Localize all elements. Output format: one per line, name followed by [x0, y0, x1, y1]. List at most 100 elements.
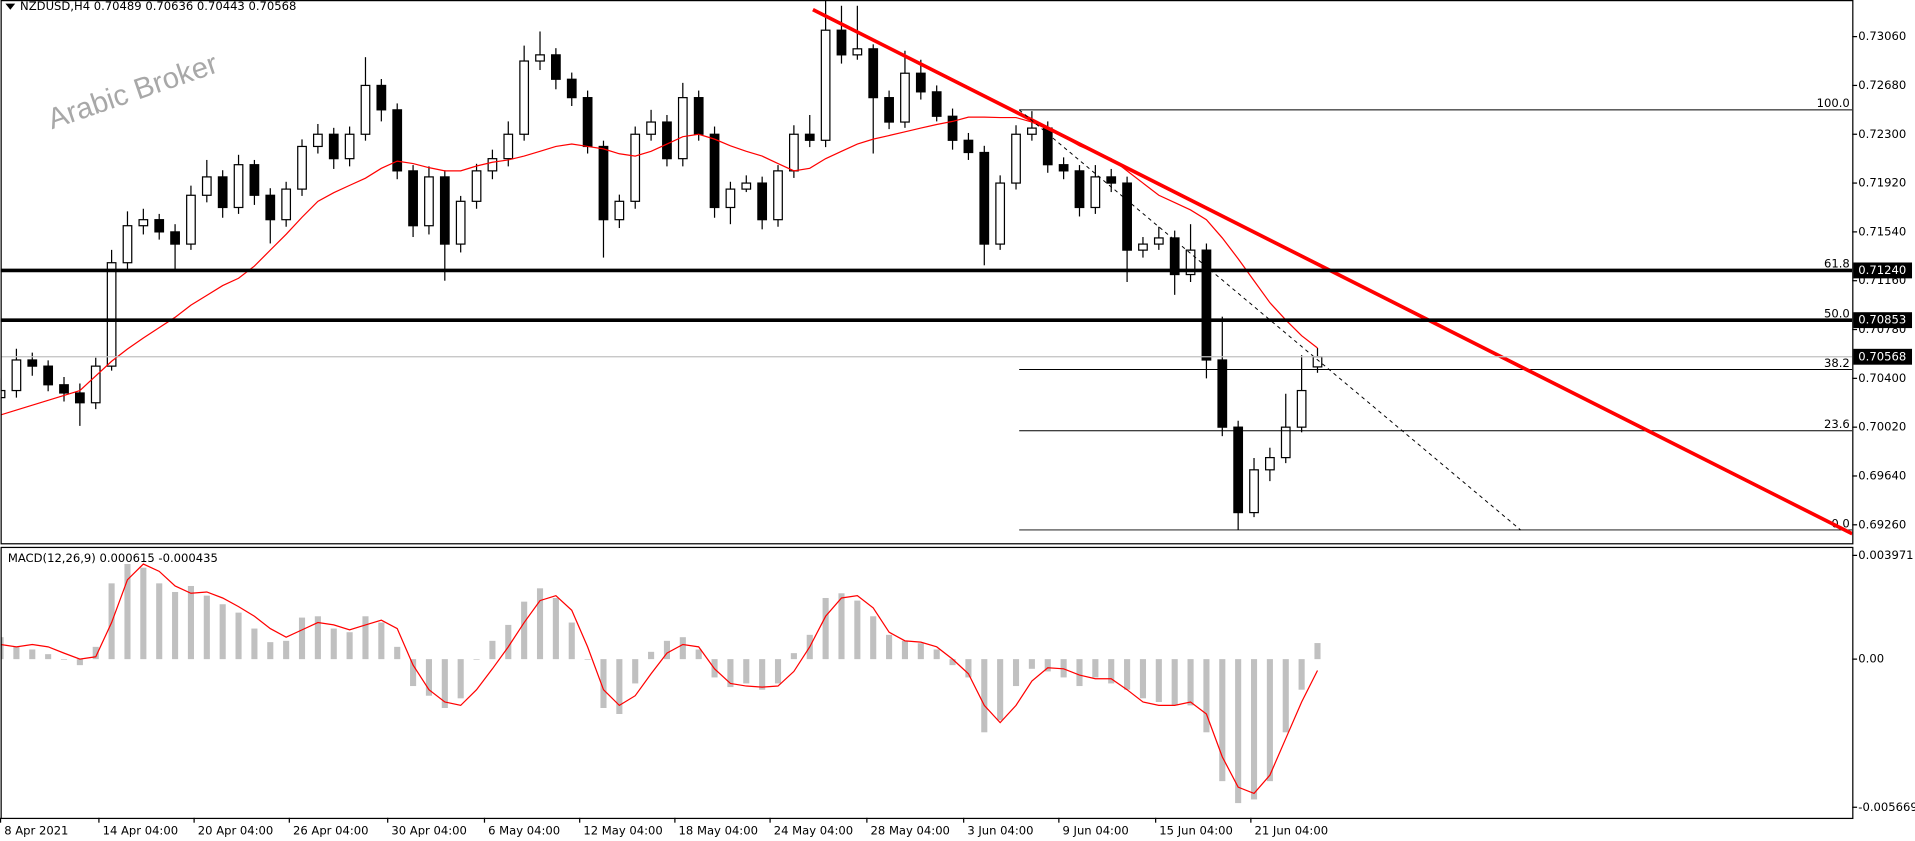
candle-body [297, 145, 307, 190]
y-tick-label: 0.72300 [1858, 127, 1906, 141]
candle-body [1153, 237, 1164, 245]
macd-bar [774, 659, 782, 684]
macd-bar [1108, 659, 1115, 684]
candle-body [487, 158, 498, 172]
candle-body [1090, 176, 1101, 209]
macd-bar [140, 567, 147, 660]
macd-bar [203, 595, 210, 660]
y-tick-label: 0.69260 [1858, 517, 1906, 531]
candle-body [328, 133, 339, 160]
macd-bar [822, 597, 829, 660]
hline-label: 0.71240 [1858, 263, 1906, 277]
candle-body [1185, 249, 1196, 276]
macd-bar [29, 649, 36, 660]
macd-bar [521, 601, 528, 660]
y-tick-label: 0.72680 [1858, 78, 1906, 92]
macd-bar [743, 659, 750, 684]
candle-body [217, 176, 228, 209]
candle-body [1138, 243, 1148, 251]
candle-body [519, 60, 530, 135]
candle-body [1233, 426, 1244, 514]
fib-label: 23.6 [1824, 417, 1850, 431]
macd-bar [616, 659, 623, 715]
macd-bar [1124, 659, 1131, 690]
x-tick-label: 9 Jun 04:00 [1063, 824, 1129, 838]
macd-bar [679, 637, 686, 660]
x-tick-label: 15 Jun 04:00 [1159, 824, 1233, 838]
macd-bar [267, 642, 274, 660]
y-tick-label: 0.73060 [1858, 29, 1906, 43]
macd-bar [13, 646, 20, 660]
candle-body [804, 133, 815, 141]
macd-bar [997, 659, 1004, 721]
candle-body [344, 133, 355, 160]
candle-body [27, 359, 38, 367]
candle-body [900, 72, 910, 123]
macd-panel [0, 563, 1321, 804]
macd-bar [298, 617, 306, 660]
macd-bar [378, 622, 385, 660]
open-value: 0.70489 [94, 0, 142, 13]
macd-bar [838, 593, 845, 660]
macd-bar [172, 591, 179, 660]
y-tick-label: 0.70020 [1858, 420, 1906, 434]
x-tick-label: 8 Apr 2021 [4, 824, 68, 838]
macd-bar [1298, 659, 1305, 690]
fib-label: 38.2 [1824, 356, 1850, 370]
candle-body [614, 200, 625, 221]
macd-bar [1235, 659, 1242, 804]
macd-bar [1012, 659, 1020, 687]
macd-bar [124, 564, 131, 660]
hline-box [1853, 262, 1913, 279]
candle-body [947, 115, 958, 141]
macd-bar [187, 585, 194, 660]
y-tick-label: 0.71920 [1858, 176, 1906, 190]
candle-body [677, 97, 688, 160]
candle-body [709, 133, 720, 209]
macd-bar [917, 643, 924, 660]
high-value: 0.70636 [145, 0, 193, 13]
candle-body [1011, 133, 1021, 184]
macd-bar [759, 659, 766, 690]
candle-body [1312, 356, 1323, 368]
macd-bar [854, 600, 861, 660]
macd-bar [1314, 643, 1321, 660]
price-frame [0, 0, 1854, 545]
macd-bar [1187, 659, 1194, 706]
x-tick-label: 21 Jun 04:00 [1255, 824, 1329, 838]
candle-body [503, 133, 514, 160]
macd-bar [489, 640, 496, 660]
hline-box [1853, 312, 1913, 329]
macd-bar [727, 659, 734, 688]
candle-body [455, 200, 466, 245]
candle-body [233, 164, 244, 209]
x-tick-label: 18 May 04:00 [679, 824, 758, 838]
menu-arrow[interactable] [5, 3, 16, 10]
macd-bar [648, 651, 655, 660]
macd-bar [790, 653, 797, 660]
macd-bar [632, 659, 639, 684]
macd-bar [45, 654, 52, 660]
y-tick-label: 0.71540 [1858, 224, 1906, 238]
candle-body [424, 176, 434, 227]
candle-body [122, 225, 133, 264]
candle-body [963, 139, 974, 154]
macd-bar [1219, 659, 1226, 782]
macd-bar [60, 659, 68, 660]
candle-body [630, 133, 641, 202]
macd-bar [1155, 659, 1162, 702]
candle-body [646, 121, 656, 135]
candle-body [360, 84, 371, 135]
candle-body [439, 176, 450, 245]
macd-bar [949, 659, 956, 666]
macd-bar [695, 649, 702, 660]
macd-bar [663, 640, 671, 660]
macd-bar [425, 659, 432, 696]
macd-bar [584, 659, 591, 660]
candle-body [995, 182, 1006, 245]
fib-label: 50.0 [1824, 306, 1850, 320]
x-tick-label: 28 May 04:00 [871, 824, 950, 838]
candle-body [1106, 176, 1117, 184]
low-value: 0.70443 [197, 0, 245, 13]
